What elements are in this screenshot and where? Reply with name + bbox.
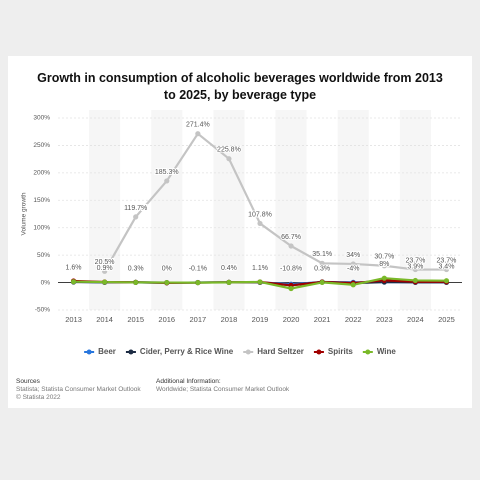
additional-text: Worldwide; Statista Consumer Market Outl… [156,386,290,393]
point [133,214,139,220]
point [195,280,201,286]
data-label: 119.7% [124,205,147,212]
x-tick-label: 2023 [376,315,393,324]
x-tick-label: 2020 [283,315,300,324]
legend-marker [128,349,134,355]
additional-title: Additional Information: [156,378,221,385]
x-tick-label: 2013 [65,315,82,324]
chart-title: Growth in consumption of alcoholic bever… [37,71,443,102]
legend-label: Spirits [328,347,353,356]
point [412,266,418,273]
column-band [275,110,307,310]
y-tick-label: 250% [33,142,50,149]
additional-info: Additional Information: Worldwide; Stati… [156,378,289,394]
y-tick-label: 200% [33,170,50,177]
x-tick-label: 2019 [252,315,269,324]
point [164,279,170,286]
point [257,220,263,227]
data-label: 0.9% [97,265,113,272]
data-label: 0.3% [128,265,144,272]
legend-marker [365,349,371,355]
data-label: 20.5% [95,259,115,266]
x-tick-label: 2025 [438,315,455,324]
data-label: 66.7% [281,234,301,241]
data-label: 8% [379,261,389,268]
data-label: 0% [162,265,172,272]
point [195,131,201,137]
y-axis-label: Volume growth [21,192,28,235]
point [350,282,356,288]
column-band [151,110,183,310]
column-band [213,110,245,310]
data-label: 23.7% [405,257,425,264]
data-label: 107.8% [248,211,272,218]
column-band [89,110,121,310]
data-label: 0.3% [314,265,330,272]
point [443,278,450,284]
data-label: -4% [347,265,359,272]
legend-marker [86,349,92,355]
legend-label: Beer [98,347,116,356]
point [226,279,232,285]
x-tick-label: 2022 [345,315,362,324]
point [381,263,387,269]
y-tick-label: 300% [33,115,50,122]
legend-label: Hard Seltzer [257,347,304,356]
data-label: 3.4% [438,264,454,271]
source: Statista; Statista Consumer Market Outlo… [16,386,141,393]
legend-marker [316,349,322,355]
data-label: 23.7% [437,257,457,264]
legend-label: Wine [377,347,397,356]
point [102,268,108,274]
column-band [337,110,369,310]
point [381,275,387,281]
y-tick-label: 50% [37,252,50,259]
data-label: -10.8% [280,265,302,272]
sources-title: Sources [16,378,40,385]
data-label: 271.4% [186,122,210,129]
point [226,156,232,162]
point [164,178,170,184]
legend-label: Cider, Perry & Rice Wine [140,347,234,356]
series-line [103,132,447,272]
y-tick-label: -50% [35,307,50,314]
data-label: 1.6% [66,265,82,272]
point [102,279,108,285]
x-tick-label: 2015 [127,315,144,324]
point [319,260,325,266]
point [443,266,450,273]
point [288,243,294,249]
x-tick-label: 2016 [158,315,175,324]
point [70,279,77,285]
data-label: 30.7% [374,254,394,261]
x-tick-label: 2021 [314,315,331,324]
y-tick-label: 0% [41,279,51,286]
x-tick-label: 2014 [96,315,113,324]
point [133,279,139,286]
y-tick-label: 100% [33,224,50,231]
point [257,279,263,285]
data-label: 185.3% [155,169,179,176]
point [350,261,356,267]
x-tick-label: 2024 [407,315,424,324]
column-band [399,110,431,310]
x-tick-label: 2018 [221,315,238,324]
x-tick-label: 2017 [190,315,207,324]
point [288,285,294,292]
data-label: 3.9% [407,263,423,270]
data-label: 0.4% [221,265,237,272]
data-label: 1.1% [252,265,268,272]
data-label: -0.1% [189,265,207,272]
legend-marker [245,349,251,355]
source: © Statista 2022 [16,394,61,401]
data-label: 34% [346,252,360,259]
sources: Sources Statista; Statista Consumer Mark… [16,378,141,402]
point [412,277,418,284]
y-tick-label: 150% [33,197,50,204]
point [319,279,325,286]
data-label: 35.1% [312,251,332,258]
data-label: 225.8% [217,147,241,154]
